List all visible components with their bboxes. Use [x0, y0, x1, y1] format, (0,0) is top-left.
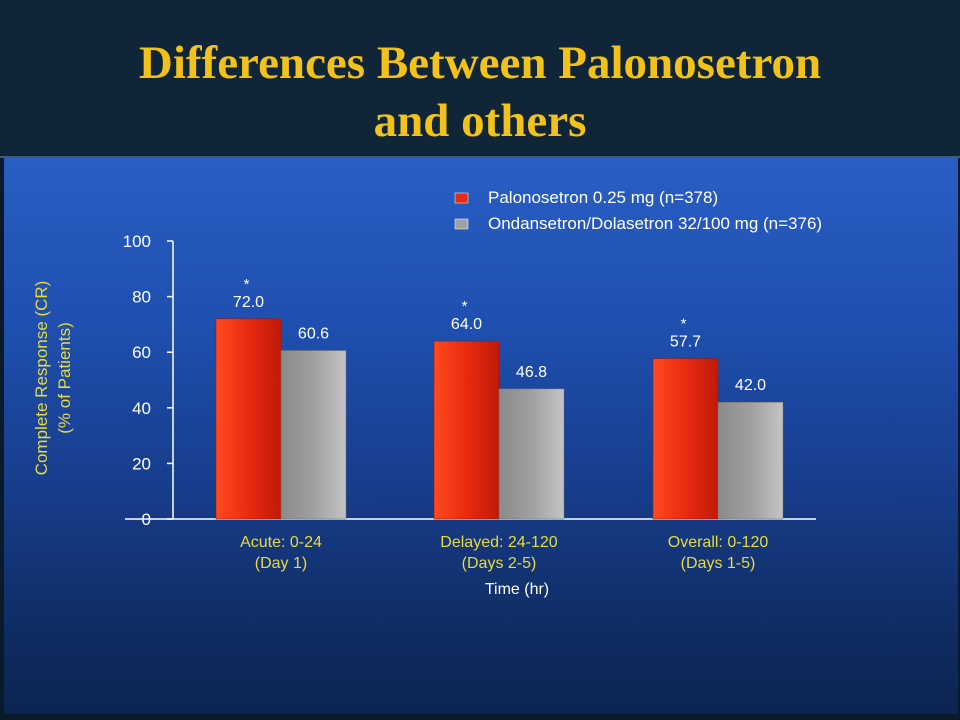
y-tick-label: 100	[123, 232, 151, 251]
bar-palonosetron	[652, 358, 719, 520]
y-axis-label-line-2: (% of Patients)	[55, 322, 74, 434]
legend-swatch-ondansetron	[454, 218, 469, 230]
data-label-ondansetron: 46.8	[516, 364, 547, 381]
legend-label-ondansetron: Ondansetron/Dolasetron 32/100 mg (n=376)	[488, 214, 822, 233]
significance-asterisk: *	[681, 316, 687, 333]
bar-palonosetron	[215, 318, 282, 520]
y-tick-label: 60	[132, 343, 151, 362]
bar-ondansetron	[717, 401, 784, 520]
title-band	[0, 0, 960, 156]
slide-title-line-1: Differences Between Palonosetron	[138, 37, 822, 89]
chart-panel: 0 20 40 60 80 100 Complete Response (CR) (% of …	[4, 158, 958, 714]
y-tick-label: 20	[132, 454, 151, 473]
data-label-ondansetron: 42.0	[735, 377, 766, 394]
significance-asterisk: *	[462, 298, 468, 315]
data-label-ondansetron: 60.6	[298, 326, 329, 343]
significance-asterisk: *	[244, 276, 250, 293]
x-category-label-line-2: (Day 1)	[255, 555, 307, 572]
data-label-palonosetron: 72.0	[233, 294, 264, 311]
bar-ondansetron	[498, 388, 565, 520]
x-category-label-line-2: (Days 2-5)	[462, 555, 537, 572]
y-tick-label: 0	[142, 510, 151, 529]
x-category-label-line-2: (Days 1-5)	[681, 555, 756, 572]
x-axis-label: Time (hr)	[485, 581, 549, 598]
x-category-label-line-1: Acute: 0-24	[240, 534, 322, 551]
y-tick-label: 80	[132, 288, 151, 307]
data-label-palonosetron: 64.0	[451, 316, 482, 333]
x-category-label-line-1: Overall: 0-120	[668, 534, 769, 551]
data-label-palonosetron: 57.7	[670, 334, 701, 351]
bar-ondansetron	[280, 350, 347, 520]
legend-label-palonosetron: Palonosetron 0.25 mg (n=378)	[488, 188, 718, 207]
bar-palonosetron	[433, 340, 500, 520]
slide-title: Differences Between Palonosetron and oth…	[0, 34, 960, 150]
x-category-label-line-1: Delayed: 24-120	[440, 534, 558, 551]
y-tick-label: 40	[132, 399, 151, 418]
slide-title-line-2: and others	[373, 95, 587, 147]
y-axis-label-line-1: Complete Response (CR)	[32, 281, 51, 476]
bar-chart: 0 20 40 60 80 100 Complete Response (CR) (% of …	[32, 188, 822, 598]
title-divider	[0, 156, 960, 158]
legend-swatch-palonosetron	[454, 192, 469, 204]
